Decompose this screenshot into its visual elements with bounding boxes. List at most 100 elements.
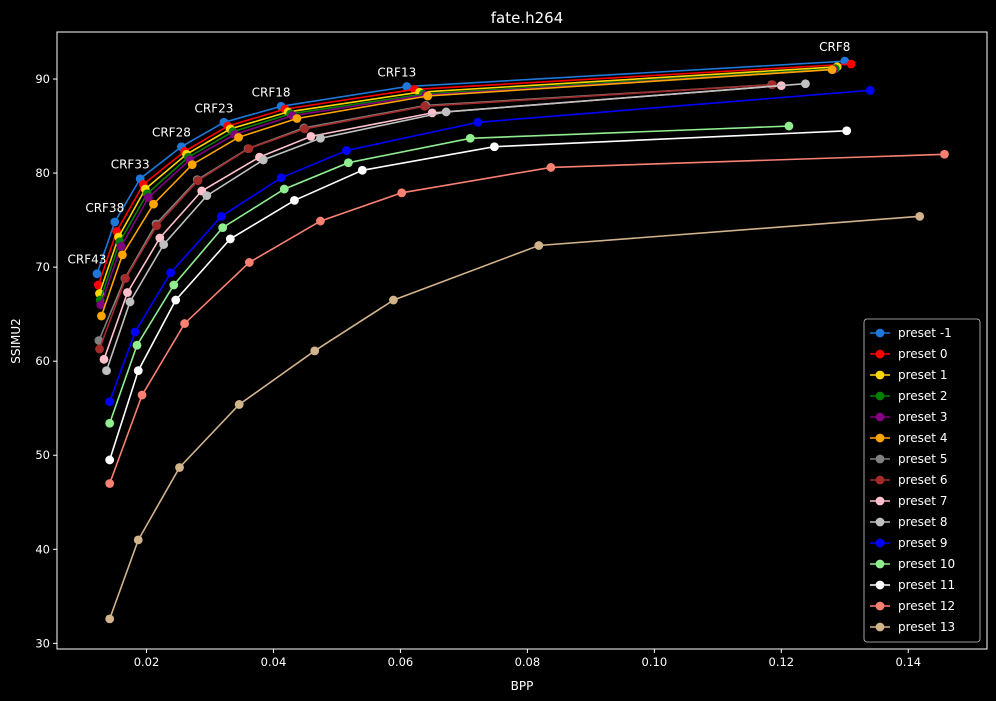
legend-label: preset 9 (898, 536, 947, 550)
data-point (342, 146, 351, 155)
data-point (121, 274, 130, 283)
crf-annotation: CRF23 (195, 101, 234, 115)
x-axis-label: BPP (511, 679, 534, 693)
data-point (169, 280, 179, 290)
legend-marker (875, 622, 885, 632)
data-point (300, 124, 309, 134)
legend-marker (875, 517, 885, 527)
data-point (258, 155, 268, 165)
series-line (108, 215, 920, 620)
legend-label: preset 1 (898, 368, 947, 382)
legend-marker (875, 349, 885, 359)
data-point (132, 340, 142, 350)
legend-label: preset 13 (898, 620, 955, 634)
crf-annotation: CRF33 (111, 158, 150, 172)
x-tick-label: 0.10 (642, 655, 668, 669)
series-preset-10 (105, 121, 794, 428)
data-point (130, 327, 140, 337)
data-point (149, 199, 158, 209)
legend-marker (875, 391, 885, 401)
data-point (218, 223, 228, 233)
series-line (97, 63, 852, 286)
data-point (133, 366, 143, 375)
series-line (108, 153, 945, 484)
annotation-layer: CRF43 CRF38 CRF33 CRF28 CRF23 CRF18 CRF13 CRF8 (68, 40, 851, 267)
data-point (244, 258, 254, 267)
series-preset-11 (105, 126, 852, 465)
legend-label: preset 4 (898, 431, 947, 445)
data-point (234, 132, 243, 142)
legend-box (863, 318, 981, 643)
data-point (827, 65, 837, 75)
legend-marker (875, 328, 885, 338)
series-preset-6 (95, 80, 777, 354)
data-point (92, 269, 102, 279)
data-point (217, 211, 226, 221)
data-point (95, 344, 104, 354)
data-point (489, 142, 499, 152)
legend-label: preset 3 (898, 410, 947, 424)
x-tick-label: 0.04 (261, 655, 287, 669)
legend-marker (875, 601, 885, 611)
series-line (105, 82, 806, 371)
series-preset-9 (105, 85, 875, 407)
data-point (915, 211, 925, 221)
legend-label: preset 10 (898, 557, 955, 571)
data-point (202, 191, 212, 201)
crf-annotation: CRF38 (85, 201, 124, 215)
legend-marker (875, 370, 885, 380)
series-line (100, 68, 833, 317)
data-point (93, 280, 103, 290)
legend-label: preset 2 (898, 389, 947, 403)
data-point (279, 184, 289, 194)
data-point (96, 300, 106, 310)
data-point (110, 217, 120, 227)
x-tick-label: 0.12 (769, 655, 795, 669)
legend-label: preset 11 (898, 578, 955, 592)
y-tick-label: 70 (35, 260, 50, 274)
legend: preset -1 preset 0 preset 1 preset 2 preset … (863, 318, 981, 643)
data-point (768, 80, 777, 90)
data-point (534, 241, 544, 250)
series-line (98, 83, 773, 350)
y-tick-label: 30 (35, 636, 50, 650)
data-point (290, 195, 299, 205)
series-preset-4 (97, 65, 837, 321)
legend-label: preset 8 (898, 515, 947, 529)
legend-label: preset 6 (898, 473, 947, 487)
data-point (801, 79, 810, 89)
x-tick-label: 0.02 (134, 655, 160, 669)
data-point (292, 114, 302, 123)
data-point (152, 221, 162, 231)
data-point (473, 117, 483, 127)
y-tick-label: 80 (35, 166, 50, 180)
legend-label: preset -1 (898, 326, 952, 340)
data-point (310, 346, 320, 356)
data-point (423, 91, 433, 101)
crf-annotation: CRF8 (819, 40, 850, 54)
legend-marker (875, 454, 885, 464)
data-point (97, 311, 106, 321)
crf-annotation: CRF43 (68, 253, 107, 267)
legend-marker (875, 412, 885, 422)
legend-marker (875, 559, 885, 569)
data-point (441, 107, 451, 117)
data-point (357, 165, 367, 175)
data-point (144, 193, 153, 202)
data-point (225, 234, 235, 244)
y-axis-label: SSIMU2 (9, 318, 23, 364)
legend-label: preset 12 (898, 599, 955, 613)
legend-marker (875, 496, 885, 506)
series-line (99, 67, 836, 301)
series-line (96, 60, 845, 274)
series-line (100, 68, 834, 306)
data-point (842, 126, 852, 136)
series-layer (92, 56, 949, 624)
data-point (193, 176, 203, 186)
data-point (125, 297, 135, 307)
data-point (105, 614, 115, 624)
data-point (546, 163, 556, 172)
data-point (402, 82, 412, 91)
data-point (105, 418, 115, 428)
